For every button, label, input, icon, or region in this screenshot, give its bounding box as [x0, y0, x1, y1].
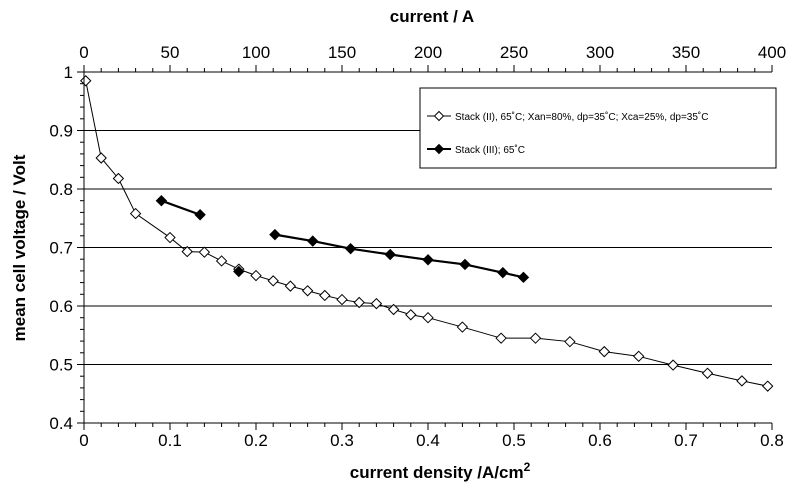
x-tick-label: 0.3: [330, 431, 354, 450]
data-point-stack-ii: [564, 335, 576, 348]
data-point-stack-iii: [194, 209, 206, 221]
data-point-stack-ii: [632, 350, 645, 363]
data-point-stack-ii: [370, 297, 383, 310]
data-point-stack-iii: [459, 258, 471, 271]
data-point-stack-ii: [215, 255, 228, 267]
legend: Stack (II), 65˚C; Xan=80%, dp=35˚C; Xca=…: [419, 87, 777, 169]
data-point-stack-ii: [405, 309, 417, 321]
x-tick-label: 0.1: [158, 431, 182, 450]
data-point-stack-iii: [497, 266, 509, 279]
data-point-stack-ii: [353, 296, 365, 309]
data-point-stack-iii: [269, 228, 281, 241]
bottom-axis-title: current density /A/cm2: [350, 460, 531, 482]
data-point-stack-ii: [598, 345, 611, 358]
top-axis-title: current / A: [390, 7, 474, 26]
data-point-stack-ii: [736, 375, 748, 387]
data-point-stack-ii: [336, 293, 348, 306]
x-tick-label: 0.8: [760, 431, 784, 450]
data-point-stack-ii: [667, 359, 679, 371]
y-tick-label: 0.6: [49, 297, 73, 316]
data-point-stack-iii: [517, 271, 530, 284]
legend-label-stack-iii: Stack (III); 65˚C: [455, 144, 525, 156]
x2-tick-label: 200: [414, 43, 442, 62]
data-point-stack-ii: [301, 285, 314, 297]
data-point-stack-ii: [495, 332, 507, 344]
data-point-stack-iii: [307, 235, 319, 247]
series-stack-iii-line: [161, 199, 201, 216]
data-point-stack-ii: [181, 245, 193, 258]
data-point-stack-ii: [387, 303, 400, 316]
x-tick-label: 0.6: [588, 431, 612, 450]
x-tick-label: 0: [79, 431, 88, 450]
y-tick-label: 0.7: [49, 239, 73, 258]
x-tick-label: 0.2: [244, 431, 268, 450]
y-tick-label: 0.4: [49, 414, 73, 433]
data-point-stack-iii: [422, 254, 434, 266]
x2-tick-label: 400: [758, 43, 786, 62]
data-point-stack-ii: [95, 152, 107, 164]
data-point-stack-iii: [155, 194, 168, 207]
data-point-stack-iii: [233, 265, 245, 278]
legend-marker-stack-iii: [433, 143, 445, 155]
legend-marker-stack-ii: [433, 110, 445, 122]
data-point-stack-ii: [164, 231, 176, 244]
data-point-stack-ii: [456, 321, 469, 333]
bottom-axis-title-superscript: 2: [524, 460, 531, 474]
series-stack-ii: [80, 75, 774, 392]
data-point-stack-iii: [384, 248, 396, 261]
x-tick-label: 0.7: [674, 431, 698, 450]
x2-tick-label: 100: [242, 43, 270, 62]
axes: 0 0.1 0.2 0.3 0.4 0.5 0.6 0.7 0.8 0 50 100 150 200 250…: [49, 43, 786, 450]
data-point-stack-iii: [344, 242, 357, 255]
series-stack-iii: [155, 194, 530, 284]
x2-tick-label: 300: [586, 43, 614, 62]
data-point-stack-ii: [267, 275, 279, 287]
legend-label-stack-ii: Stack (II), 65˚C; Xan=80%, dp=35˚C; Xca=…: [455, 111, 708, 123]
data-point-stack-ii: [284, 280, 297, 292]
x2-tick-label: 150: [328, 43, 356, 62]
y-tick-label: 0.8: [49, 180, 73, 199]
x2-tick-label: 350: [672, 43, 700, 62]
bottom-axis-title-text: current density /A/cm: [350, 463, 524, 482]
series-stack-iii-line: [274, 233, 524, 279]
y-tick-label: 0.5: [49, 356, 73, 375]
data-point-stack-ii: [319, 289, 331, 302]
y-tick-label: 1: [64, 63, 73, 82]
data-point-stack-ii: [422, 311, 434, 324]
legend-box: [419, 87, 777, 169]
data-point-stack-ii: [250, 269, 262, 282]
data-point-stack-ii: [761, 380, 774, 392]
data-point-stack-ii: [112, 172, 125, 185]
data-point-stack-ii: [80, 75, 92, 87]
x-tick-label: 0.5: [502, 431, 526, 450]
x2-tick-label: 0: [79, 43, 88, 62]
series-layer: [80, 75, 774, 392]
data-point-stack-ii: [198, 246, 211, 258]
y-tick-label: 0.9: [49, 122, 73, 141]
left-axis-title: mean cell voltage / Volt: [10, 154, 29, 341]
x2-tick-label: 50: [161, 43, 180, 62]
data-point-stack-ii: [701, 367, 714, 379]
data-point-stack-ii: [129, 207, 142, 220]
data-point-stack-ii: [529, 332, 542, 344]
x-tick-label: 0.4: [416, 431, 440, 450]
x2-tick-label: 250: [500, 43, 528, 62]
